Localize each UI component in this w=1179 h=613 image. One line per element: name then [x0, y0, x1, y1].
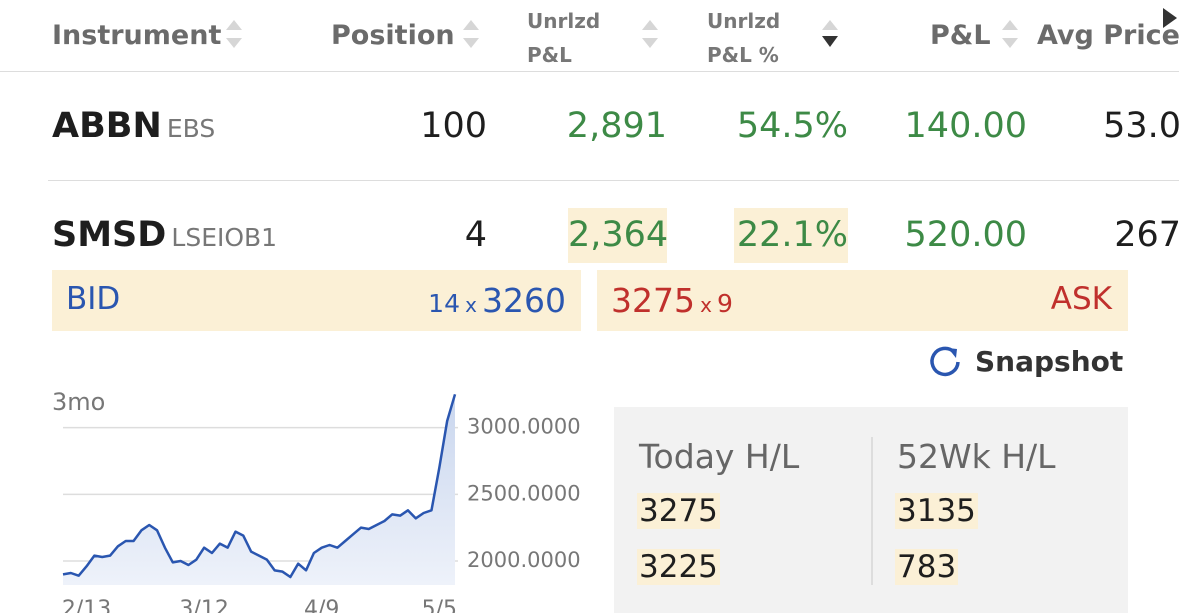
position: 4 — [464, 215, 487, 255]
sort-icons — [226, 8, 1177, 48]
refresh-icon[interactable] — [926, 344, 966, 380]
column-header[interactable]: Unrlzd P&L — [527, 9, 601, 67]
symbol-cell[interactable]: ABBN EBS — [52, 106, 216, 146]
y-tick-label: 2500.0000 — [467, 481, 581, 505]
stat-label: Today H/L — [639, 437, 800, 476]
price-chart: 3mo 2000.0000 2500.0000 3000.0000 2/13 3/12 4… — [52, 388, 581, 613]
stat-value: 3275 — [637, 493, 720, 529]
bid-bar[interactable] — [52, 270, 581, 331]
snapshot-button[interactable]: Snapshot — [975, 345, 1124, 378]
unrealized-pnl: 2,364 — [568, 208, 668, 263]
separator: x — [465, 293, 477, 317]
ask-size: 9 — [717, 289, 733, 318]
x-tick-label: 3/12 — [179, 597, 228, 613]
bid-label: BID — [66, 281, 121, 317]
column-header[interactable]: Position — [331, 20, 455, 51]
stat-value: 3225 — [637, 549, 720, 585]
separator: x — [700, 293, 712, 317]
bid-size: 14 — [428, 289, 460, 318]
stats-divider — [871, 437, 873, 585]
avg-price: 53.0 — [1103, 106, 1179, 146]
unrealized-pnl-pct: 54.5% — [736, 106, 848, 146]
x-tick-label: 5/5 — [422, 597, 457, 613]
column-header[interactable]: Unrlzd P&L % — [707, 9, 781, 67]
bid-price: 3260 — [482, 281, 566, 320]
pnl: 520.00 — [904, 215, 1027, 255]
ask-bar[interactable] — [597, 270, 1128, 331]
column-header[interactable]: P&L — [930, 20, 991, 51]
x-tick-label: 2/13 — [62, 597, 111, 613]
row-divider — [48, 180, 1179, 181]
area — [63, 394, 455, 585]
unrealized-pnl: 2,891 — [566, 106, 667, 146]
unrealized-pnl-pct: 22.1% — [734, 208, 848, 263]
ask-price: 3275 — [611, 281, 695, 320]
line — [62, 393, 457, 579]
pnl: 140.00 — [904, 106, 1027, 146]
y-tick-label: 3000.0000 — [467, 415, 581, 439]
chart-title: 3mo — [52, 388, 105, 416]
ask-label: ASK — [1050, 281, 1112, 317]
stat-value: 783 — [895, 549, 959, 585]
stat-label: 52Wk H/L — [897, 437, 1056, 476]
x-tick-label: 4/9 — [304, 597, 339, 613]
avg-price: 267 — [1114, 215, 1179, 255]
stat-value: 3135 — [895, 493, 978, 529]
column-header[interactable]: Instrument — [52, 20, 222, 51]
table-header — [0, 0, 1179, 72]
symbol-cell[interactable]: SMSD LSEIOB1 — [52, 215, 278, 255]
y-tick-label: 2000.0000 — [467, 548, 581, 572]
column-header[interactable]: Avg Price — [1037, 20, 1179, 51]
position: 100 — [420, 106, 487, 146]
